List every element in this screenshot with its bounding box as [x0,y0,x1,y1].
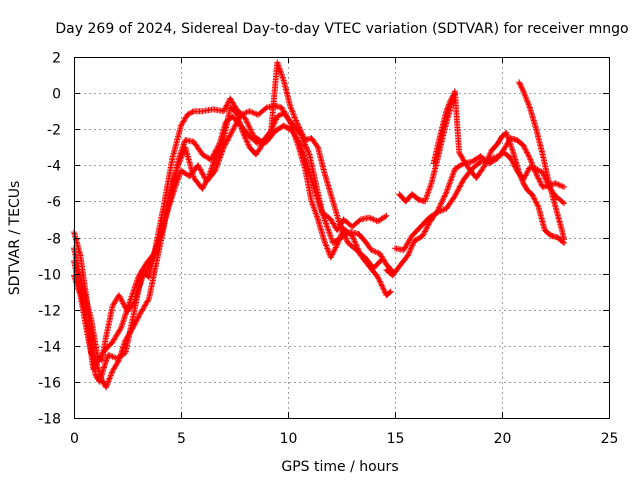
series-markers [430,90,458,167]
series-markers [516,79,568,243]
y-tick-label: -4 [47,159,61,175]
y-tick-label: -18 [38,412,61,428]
series-track-7 [396,88,568,246]
x-tick-label: 5 [177,431,186,447]
y-tick-label: -14 [38,340,61,356]
series-track-8 [430,90,458,167]
x-tick-label: 20 [494,431,512,447]
y-tick-label: -16 [38,376,61,392]
series-track-5 [383,135,568,279]
series-markers [71,59,386,391]
series-track-4 [71,59,386,391]
x-tick-label: 15 [387,431,405,447]
y-tick-label: -6 [47,195,61,211]
y-axis-label: SDTVAR / TECUs [7,181,23,296]
chart-title: Day 269 of 2024, Sidereal Day-to-day VTE… [55,21,628,37]
x-tick-label: 10 [280,431,298,447]
x-tick-label: 0 [70,431,79,447]
series-markers [396,88,568,246]
y-tick-label: -12 [38,304,61,320]
y-tick-label: 2 [52,51,61,67]
y-tick-label: -2 [47,123,61,139]
x-axis-label: GPS time / hours [281,459,398,475]
y-tick-label: 0 [52,87,61,103]
y-tick-label: -8 [47,232,61,248]
series-markers [383,135,568,279]
series-track-9 [516,79,568,243]
data-series-group [71,59,568,391]
x-tick-label: 25 [601,431,619,447]
y-tick-label: -10 [38,268,61,284]
